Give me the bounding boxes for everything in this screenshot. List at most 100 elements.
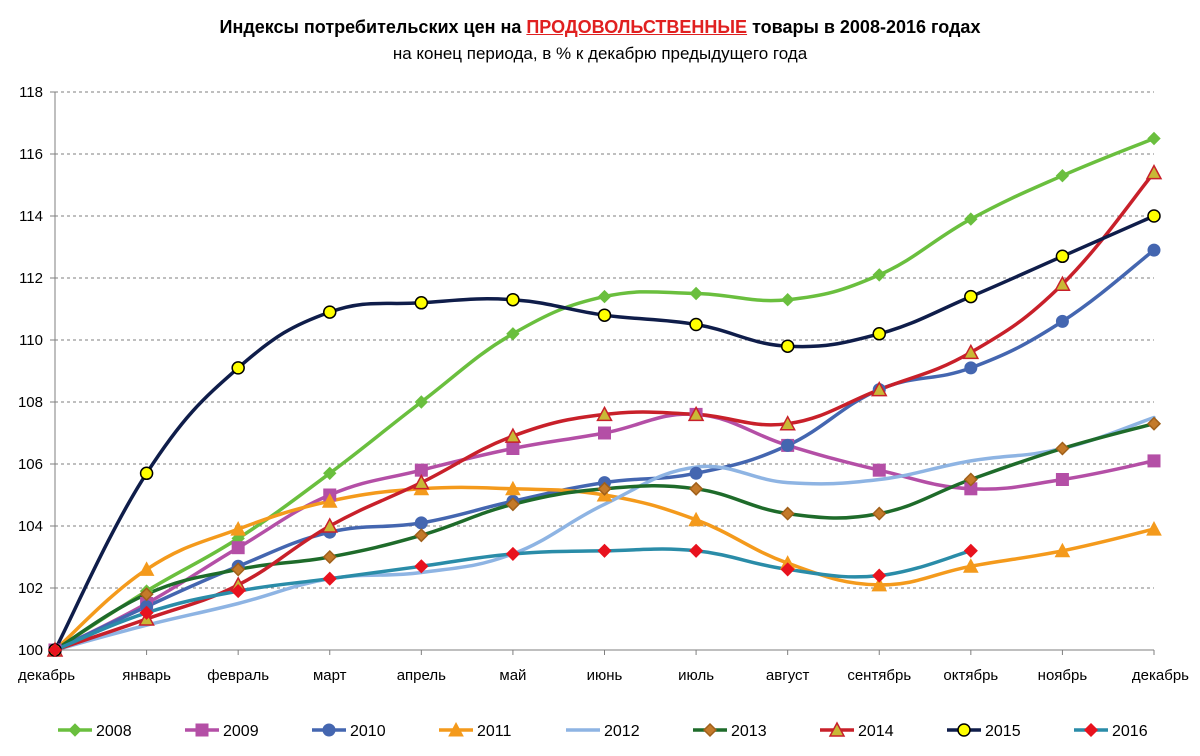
data-point-2014 <box>596 405 613 422</box>
legend-item-2008[interactable]: 2008 <box>58 723 132 740</box>
data-point-2015 <box>780 339 795 353</box>
data-point-2013 <box>1055 441 1070 456</box>
data-point-2011 <box>138 561 155 576</box>
x-tick-label: декабрь <box>18 667 75 684</box>
data-point-2015 <box>1055 249 1070 264</box>
data-point-2013 <box>414 528 429 543</box>
data-point-2010 <box>1055 314 1069 328</box>
series-line-2012 <box>53 415 1156 652</box>
data-point-2015 <box>231 361 245 375</box>
legend-marker <box>828 721 846 737</box>
data-point-2009 <box>598 426 611 440</box>
legend-marker <box>957 723 971 737</box>
data-point-2013 <box>963 472 978 487</box>
data-point-2014 <box>321 517 339 533</box>
x-tick-label: июль <box>678 667 714 684</box>
data-point-2008 <box>872 268 886 282</box>
data-point-2008 <box>506 327 520 341</box>
legend-item-2016[interactable]: 2016 <box>1074 722 1148 740</box>
y-tick-label: 116 <box>19 146 43 163</box>
x-tick-label: октябрь <box>943 667 998 684</box>
x-tick-label: август <box>766 667 810 684</box>
data-point-2013 <box>689 481 704 496</box>
legend-marker <box>1083 722 1099 738</box>
data-point-2016 <box>780 562 795 577</box>
x-tick-label: апрель <box>397 667 446 684</box>
data-point-2016 <box>505 546 520 561</box>
y-tick-label: 112 <box>19 270 43 287</box>
data-point-2008 <box>689 286 703 301</box>
data-point-2015 <box>139 466 154 481</box>
y-tick-label: 104 <box>18 518 43 535</box>
data-point-2008 <box>964 212 978 226</box>
series-line-2009 <box>53 412 1156 652</box>
legend-item-2015[interactable]: 2015 <box>947 723 1021 740</box>
data-point-2014 <box>687 405 705 422</box>
legend-item-2014[interactable]: 2014 <box>820 721 894 740</box>
chart-title-block: Индексы потребительских цен на ПРОДОВОЛЬ… <box>0 14 1200 66</box>
legend-item-2009[interactable]: 2009 <box>185 723 259 740</box>
data-point-2015 <box>689 317 703 332</box>
data-point-2014 <box>413 474 430 490</box>
legend-label: 2010 <box>350 723 386 740</box>
data-point-2011 <box>505 480 521 496</box>
data-point-2013 <box>505 497 520 512</box>
legend-marker <box>322 723 336 737</box>
chart-title: Индексы потребительских цен на ПРОДОВОЛЬ… <box>0 14 1200 40</box>
data-point-2014 <box>504 427 522 443</box>
legend-item-2010[interactable]: 2010 <box>312 723 386 740</box>
data-point-2010 <box>414 516 428 530</box>
x-tick-label: январь <box>122 667 171 684</box>
data-point-2015 <box>414 296 429 310</box>
x-tick-label: сентябрь <box>847 667 911 684</box>
legend-label: 2009 <box>223 723 259 740</box>
data-point-2010 <box>689 466 703 480</box>
legend-label: 2011 <box>477 723 512 740</box>
y-tick-label: 106 <box>18 456 43 473</box>
data-point-2011 <box>962 558 979 573</box>
legend-item-2011[interactable]: 2011 <box>439 721 512 740</box>
data-point-2015 <box>506 292 520 307</box>
data-point-2014 <box>1054 275 1071 291</box>
x-tick-label: март <box>313 667 347 684</box>
legend-label: 2015 <box>985 723 1021 740</box>
series-lines <box>53 136 1156 652</box>
data-point-2014 <box>779 415 796 431</box>
data-point-2009 <box>1055 473 1069 486</box>
data-point-2011 <box>1054 542 1071 558</box>
legend-item-2013[interactable]: 2013 <box>693 722 767 740</box>
data-point-2015 <box>964 289 978 304</box>
legend-marker <box>68 723 82 737</box>
data-point-2008 <box>780 292 795 307</box>
x-tick-label: май <box>499 667 526 684</box>
data-point-2016 <box>963 543 978 558</box>
data-point-2016 <box>689 543 704 558</box>
axes: 100 102 104 106 108 110 112 114 116 118 декабрь янв… <box>18 84 1189 684</box>
data-point-2008 <box>1147 131 1161 146</box>
data-point-2015 <box>323 305 337 319</box>
data-point-2016 <box>872 568 887 583</box>
legend-label: 2008 <box>96 723 132 740</box>
data-point-2013 <box>139 587 154 602</box>
data-point-2013 <box>231 562 246 577</box>
legend-item-2012[interactable]: 2012 <box>566 723 640 740</box>
data-point-2008 <box>414 395 429 409</box>
chart-title-suffix: товары в 2008-2016 годах <box>747 17 981 37</box>
data-point-2016 <box>139 605 154 620</box>
data-point-2009 <box>872 463 886 477</box>
data-point-2015 <box>597 308 612 322</box>
data-point-2008 <box>323 466 337 481</box>
data-point-2016 <box>231 584 246 599</box>
data-point-2016 <box>47 642 63 658</box>
legend-marker <box>195 723 209 737</box>
data-point-2011 <box>230 521 247 536</box>
data-point-2011 <box>321 493 338 508</box>
chart-subtitle: на конец периода, в % к декабрю предыдущ… <box>392 44 808 63</box>
data-point-2008 <box>597 289 612 304</box>
data-point-2011 <box>871 576 888 592</box>
y-tick-label: 108 <box>18 394 43 411</box>
data-point-2014 <box>962 343 980 360</box>
legend-marker <box>702 722 718 738</box>
legend[interactable]: 2008 2009 2010 2011 2012 2013 2014 2015 2016 <box>58 721 1148 740</box>
